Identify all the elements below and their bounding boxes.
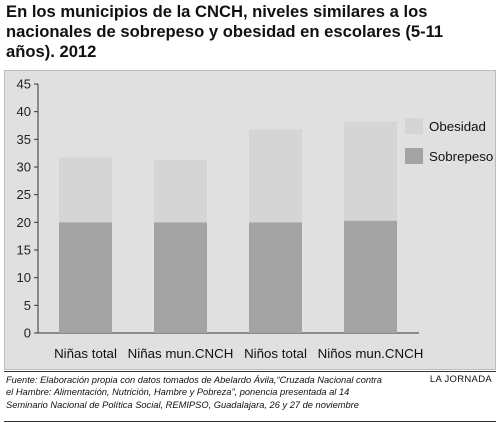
legend-label-sobrepeso: Sobrepeso [429,149,493,164]
stacked-bar-chart: 0 5 10 15 20 25 30 35 40 45 Niñas total Niñas mun.… [17,77,494,362]
bar-obesidad-1 [59,157,112,223]
y-tick-label: 25 [17,187,31,202]
bars [59,121,397,333]
y-tick-label: 45 [17,77,31,92]
x-tick-label: Niñas mun.CNCH [128,346,234,361]
y-tick-label: 5 [24,298,31,313]
bar-obesidad-2 [154,159,207,223]
y-axis-ticks: 0 5 10 15 20 25 30 35 40 45 [17,77,38,341]
credit-label: LA JORNADA [429,374,492,385]
y-tick-label: 20 [17,215,31,230]
x-axis-labels: Niñas total Niñas mun.CNCH Niños total Niño… [54,346,423,361]
chart-panel: 0 5 10 15 20 25 30 35 40 45 Niñas total Niñas mun.… [4,70,496,370]
bar-sobrepeso-1 [59,222,112,333]
x-tick-label: Niños mun.CNCH [318,346,424,361]
chart-title: En los municipios de la CNCH, niveles si… [6,2,444,61]
y-tick-label: 15 [17,243,31,258]
legend-label-obesidad: Obesidad [429,119,486,134]
y-tick-label: 10 [17,270,31,285]
bar-obesidad-3 [249,129,302,223]
bar-sobrepeso-4 [344,220,397,333]
legend-swatch-sobrepeso [405,148,423,164]
y-tick-label: 30 [17,160,31,175]
x-tick-label: Niñas total [54,346,117,361]
bar-sobrepeso-2 [154,222,207,333]
y-tick-label: 35 [17,132,31,147]
bar-sobrepeso-3 [249,222,302,333]
y-tick-label: 0 [24,326,31,341]
legend: Obesidad Sobrepeso [405,118,493,164]
bar-obesidad-4 [344,121,397,221]
y-tick-label: 40 [17,104,31,119]
x-tick-label: Niños total [244,346,307,361]
bottom-divider [4,421,496,422]
source-note: Fuente: Elaboración propia con datos tom… [6,375,382,410]
legend-swatch-obesidad [405,118,423,134]
source-divider [4,371,496,372]
